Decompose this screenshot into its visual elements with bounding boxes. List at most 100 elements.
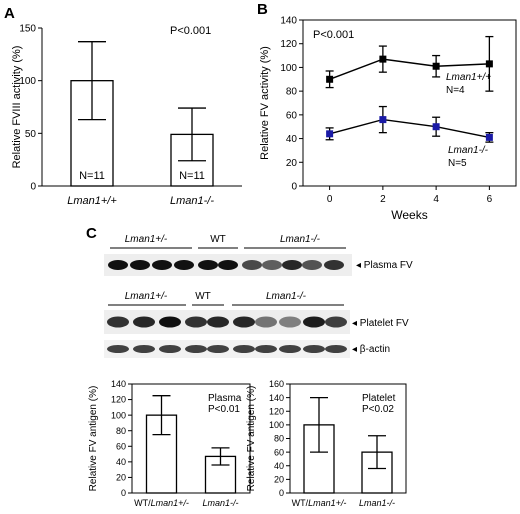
series-1-point-2 [432, 123, 440, 131]
actin-band-1 [133, 345, 155, 353]
platelet-band-9 [325, 316, 347, 328]
panel-c: Lman1+/- WT Lman1-/- ◂ Plasma FV Lman1+/- WT L… [104, 234, 413, 358]
x-axis-label: Weeks [391, 208, 427, 222]
platelet-group-label-0: Lman1+/- [125, 291, 168, 302]
panel-b: 0 20 40 60 80 100 120 140 0 2 4 6 Weeks Relative FV a… [259, 16, 517, 222]
plot-frame [302, 19, 517, 187]
y-tick-label: 80 [116, 426, 126, 436]
series-0-point-1 [379, 55, 387, 63]
platelet-band-1 [133, 316, 155, 328]
series-n-label-0: N=4 [446, 85, 465, 96]
series-1-point-3 [485, 133, 493, 141]
y-tick-label: 50 [25, 129, 37, 140]
y-tick-label: 100 [19, 76, 36, 87]
actin-band-5 [233, 345, 255, 353]
plasma-band-8 [282, 260, 302, 270]
series-label-0: Lman1+/+ [446, 72, 491, 83]
annotation-line-1: P<0.02 [362, 404, 394, 415]
plasma-band-4 [198, 260, 218, 270]
annotation-line-0: P<0.001 [170, 25, 211, 37]
platelet-blot-label: ◂ Platelet FV [352, 318, 409, 329]
y-tick-label: 40 [274, 461, 284, 471]
y-tick-label: 80 [286, 87, 298, 98]
series-1-point-0 [326, 130, 334, 138]
x-tick-label: 4 [433, 194, 439, 205]
annotation-line-1: P<0.01 [208, 404, 240, 415]
y-tick-label: 40 [116, 457, 126, 467]
series-1-point-1 [379, 116, 387, 124]
plasma-group-label-1: WT [210, 234, 226, 245]
plasma-band-5 [218, 260, 238, 270]
category-label-0: WT/Lman1+/- [134, 498, 189, 508]
actin-blot-label: ◂ β-actin [352, 344, 390, 355]
y-tick-label: 140 [111, 379, 126, 389]
plasma-band-7 [262, 260, 282, 270]
y-tick-label: 120 [280, 39, 297, 50]
platelet-band-2 [159, 316, 181, 328]
y-tick-label: 0 [121, 488, 126, 498]
actin-band-2 [159, 345, 181, 353]
x-tick-label: 2 [380, 194, 386, 205]
plasma-group-label-0: Lman1+/- [125, 234, 168, 245]
series-line-1 [329, 118, 490, 139]
y-tick-label: 100 [111, 410, 126, 420]
y-tick-label: 150 [19, 24, 36, 35]
actin-band-9 [325, 345, 347, 353]
panel-c-platelet-chart: 0 20 40 60 80 100 120 140 160 WT/Lman1+/- Lman1-/-… [246, 379, 407, 508]
actin-band-8 [303, 345, 325, 353]
x-tick-label: 0 [327, 194, 333, 205]
y-tick-label: 140 [269, 393, 284, 403]
y-axis-label: Relative FV activity (%) [259, 46, 271, 160]
annotation-line-0: Plasma [208, 393, 242, 404]
plasma-band-0 [108, 260, 128, 270]
platelet-group-label-1: WT [195, 291, 211, 302]
y-tick-label: 0 [30, 182, 36, 193]
y-tick-label: 60 [286, 110, 298, 121]
platelet-band-3 [185, 316, 207, 328]
panel-a: 0 50 100 150 Lman1+/+ N=11 Lman1-/- N=11 Relativ… [11, 24, 242, 207]
y-axis-label: Relative FV antigen (%) [246, 386, 257, 492]
category-label-1: Lman1-/- [359, 498, 395, 508]
platelet-band-0 [107, 316, 129, 328]
plasma-band-10 [324, 260, 344, 270]
y-tick-label: 140 [280, 16, 297, 27]
plasma-band-1 [130, 260, 150, 270]
y-tick-label: 120 [111, 395, 126, 405]
actin-band-7 [279, 345, 301, 353]
y-tick-label: 160 [269, 379, 284, 389]
y-tick-label: 80 [274, 434, 284, 444]
actin-band-6 [255, 345, 277, 353]
series-0-point-2 [432, 62, 440, 70]
y-tick-label: 120 [269, 406, 284, 416]
series-label-1: Lman1-/- [448, 145, 489, 156]
series-n-label-1: N=5 [448, 158, 467, 169]
y-tick-label: 100 [269, 420, 284, 430]
annotation-line-0: Platelet [362, 393, 396, 404]
y-tick-label: 20 [286, 158, 298, 169]
category-label-1: Lman1-/- [202, 498, 238, 508]
plasma-blot-label: ◂ Plasma FV [356, 260, 413, 271]
y-tick-label: 20 [274, 475, 284, 485]
x-tick-label: 6 [487, 194, 493, 205]
y-tick-label: 20 [116, 473, 126, 483]
panel-label-a: A [4, 5, 15, 22]
plasma-band-2 [152, 260, 172, 270]
y-tick-label: 0 [291, 182, 297, 193]
platelet-band-6 [255, 316, 277, 328]
plot-frame [131, 383, 251, 494]
platelet-band-7 [279, 316, 301, 328]
actin-band-0 [107, 345, 129, 353]
series-0-point-3 [485, 60, 493, 68]
y-tick-label: 60 [274, 447, 284, 457]
platelet-band-4 [207, 316, 229, 328]
panel-c-plasma-chart: 0 20 40 60 80 100 120 140 WT/Lman1+/- Lman1-/- Rel… [88, 379, 251, 508]
plasma-band-9 [302, 260, 322, 270]
y-tick-label: 100 [280, 63, 297, 74]
annotation: P<0.001 [313, 29, 354, 41]
panel-label-b: B [257, 1, 268, 18]
plasma-band-6 [242, 260, 262, 270]
platelet-group-label-2: Lman1-/- [266, 291, 307, 302]
y-axis-label: Relative FV antigen (%) [88, 386, 99, 492]
category-label-0: WT/Lman1+/- [292, 498, 347, 508]
